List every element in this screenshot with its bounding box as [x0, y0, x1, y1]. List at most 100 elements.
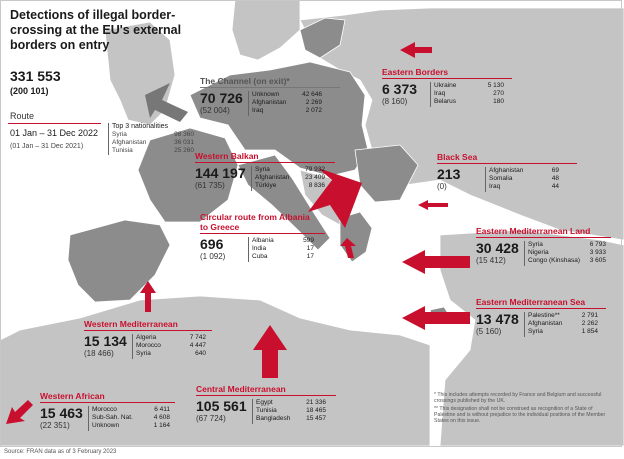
route-prev: (15 412) [476, 256, 506, 265]
route-value: 15 134 [84, 333, 127, 349]
nat-name: Afghanistan [489, 167, 524, 174]
route-prev: (67 724) [196, 414, 226, 423]
nat-value: 6 793 [589, 241, 606, 248]
legend-nat-value: 36 031 [174, 139, 194, 146]
nationality-row: Syria 6 793 [528, 241, 606, 249]
nationality-row: Unknown 1 164 [92, 422, 170, 430]
nat-name: Türkiye [255, 182, 277, 190]
route-box-western-african: Western African 15 463 (22 351) Morocco 6 … [40, 391, 175, 431]
route-nationalities: Ukraine 5 130 Iraq 270 Belarus 180 [430, 82, 504, 107]
nat-name: Iraq [252, 107, 264, 115]
route-name: Circular route from Albania to Greece [200, 212, 310, 232]
route-nationalities: Algeria 7 742 Morocco 4 447 Syria 640 [132, 334, 206, 359]
nat-value: 42 646 [302, 91, 322, 98]
nat-value: 21 336 [306, 399, 326, 406]
route-underline [84, 330, 212, 331]
nationality-row: Tunisia 18 465 [256, 407, 326, 415]
eastern-borders-arrow [400, 42, 432, 58]
route-prev: (5 160) [476, 327, 502, 336]
nat-name: India [252, 245, 267, 253]
nat-value: 48 [551, 175, 559, 183]
route-underline [195, 162, 335, 163]
nationality-row: Palestine** 2 791 [528, 312, 598, 320]
route-underline [437, 163, 577, 164]
nationality-row: Unknown 42 646 [252, 91, 322, 99]
nat-name: Sub-Sah. Nat. [92, 414, 133, 422]
route-value: 696 [200, 236, 224, 252]
nat-value: 2 262 [581, 320, 598, 328]
route-box-western-balkan: Western Balkan 144 197 (61 735) Syria 79 9… [195, 151, 335, 191]
nat-name: Unknown [92, 422, 120, 430]
route-value: 144 197 [195, 165, 246, 181]
route-box-western-med: Western Mediterranean 15 134 (18 466) Alg… [84, 319, 212, 359]
nat-value: 17 [306, 253, 314, 261]
nat-value: 2 791 [581, 312, 598, 319]
nat-name: Nigeria [528, 249, 549, 257]
image-frame [0, 0, 622, 447]
nat-value: 1 164 [153, 422, 170, 430]
legend-nat-value: 98 360 [174, 131, 194, 138]
route-nationalities: Syria 79 932 Afghanistan 23 409 Türkiye 8 8… [251, 166, 325, 191]
nat-name: Bangladesh [256, 415, 291, 423]
nationality-row: Nigeria 3 933 [528, 249, 606, 257]
route-nationalities: Palestine** 2 791 Afghanistan 2 262 Syria 1… [524, 312, 598, 337]
nat-name: Morocco [92, 406, 117, 413]
route-name: Western African [40, 391, 105, 401]
route-value: 70 726 [200, 90, 243, 106]
nat-name: Somalia [489, 175, 513, 183]
map-title: Detections of illegal border-crossing at… [10, 8, 182, 52]
route-value: 213 [437, 166, 461, 182]
legend-period: 01 Jan – 31 Dec 2022 [10, 128, 99, 138]
nationality-row: Afghanistan 69 [489, 167, 559, 175]
route-name: The Channel (on exit)* [200, 76, 290, 86]
nationality-row: Syria 79 932 [255, 166, 325, 174]
eastern-europe-landmass [299, 7, 624, 241]
route-underline [200, 233, 325, 234]
route-name: Eastern Mediterranean Land [476, 226, 591, 236]
total-value: 331 553 [10, 68, 61, 84]
nationality-row: Ukraine 5 130 [434, 82, 504, 90]
nat-value: 180 [493, 98, 504, 106]
legend-top3-row: Tunisia 25 260 [112, 147, 194, 155]
nat-value: 1 854 [581, 328, 598, 336]
france-landmass [137, 127, 239, 223]
route-box-central-med: Central Mediterranean 105 561 (67 724) Eg… [196, 384, 336, 424]
nat-name: Algeria [136, 334, 157, 341]
route-name: Eastern Mediterranean Sea [476, 297, 586, 307]
route-prev: (8 160) [382, 97, 408, 106]
route-name: Eastern Borders [382, 67, 449, 77]
nat-value: 44 [551, 183, 559, 191]
route-box-black-sea: Black Sea 213 (0) Afghanistan 69 Somalia 48… [437, 152, 577, 192]
nat-name: Congo (Kinshasa) [528, 257, 581, 265]
route-underline [382, 78, 512, 79]
route-nationalities: Afghanistan 69 Somalia 48 Iraq 44 [485, 167, 559, 192]
source-note: Source: FRAN data as of 3 February 2023 [4, 449, 117, 455]
nationality-row: Iraq 44 [489, 183, 559, 191]
legend-top3: Top 3 nationalities Syria 98 360 Afghanis… [108, 123, 194, 155]
nat-value: 640 [195, 350, 206, 358]
nat-value: 18 465 [306, 407, 326, 415]
nationality-row: Somalia 48 [489, 175, 559, 183]
legend-nat-name: Afghanistan [112, 139, 147, 146]
route-box-em-sea: Eastern Mediterranean Sea 13 478 (5 160) … [476, 297, 606, 337]
western-balkan-arrow [308, 168, 362, 228]
western-african-arrow [6, 400, 33, 424]
route-nationalities: Morocco 6 411 Sub-Sah. Nat. 4 608 Unknown 1… [88, 406, 170, 431]
nationality-row: Morocco 6 411 [92, 406, 170, 414]
route-box-circular: Circular route from Albania to Greece 69… [200, 212, 325, 262]
route-value: 6 373 [382, 81, 418, 97]
nationality-row: Iraq 270 [434, 90, 504, 98]
nat-name: Afghanistan [528, 320, 563, 328]
nat-value: 3 605 [589, 257, 606, 265]
nat-name: Iraq [489, 183, 501, 191]
nationality-row: Türkiye 8 836 [255, 182, 325, 190]
iberia-landmass [67, 219, 171, 303]
legend-nat-name: Syria [112, 131, 127, 138]
legend-top3-row: Syria 98 360 [112, 131, 194, 139]
total-prev-value: (200 101) [10, 86, 49, 96]
nat-value: 4 447 [189, 342, 206, 350]
route-name: Black Sea [437, 152, 478, 162]
channel-arrow [145, 83, 188, 122]
nat-value: 2 072 [305, 107, 322, 115]
